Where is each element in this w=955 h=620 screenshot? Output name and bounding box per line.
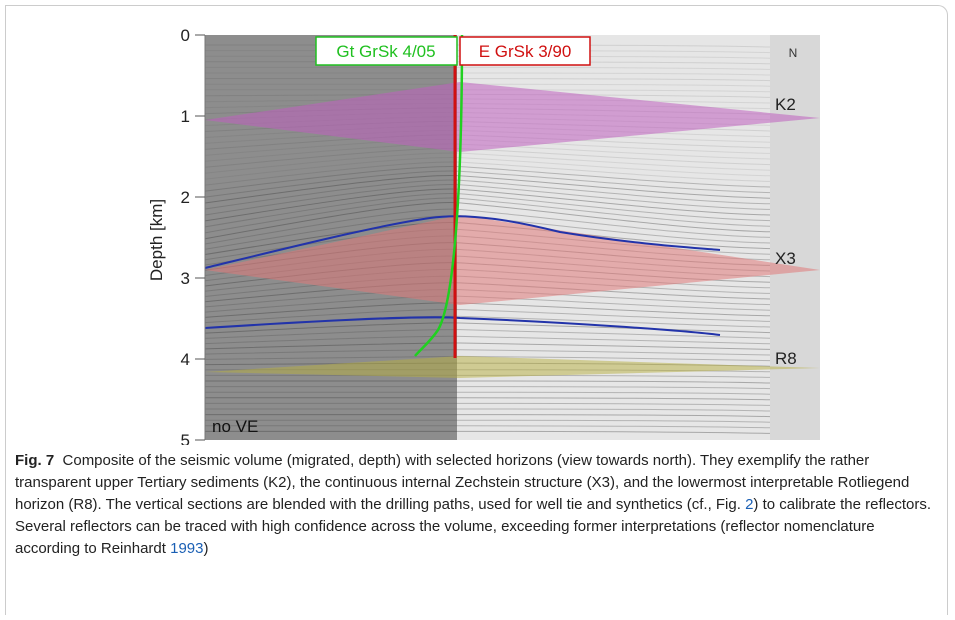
y-tick-label: 0 (181, 26, 190, 45)
y-tick-label: 5 (181, 431, 190, 445)
caption-text: ) (203, 540, 208, 557)
y-axis-label: Depth [km] (147, 199, 166, 281)
y-tick-label: 1 (181, 107, 190, 126)
horizon-label: K2 (775, 95, 796, 114)
horizon-label: X3 (775, 249, 796, 268)
horizon-label: R8 (775, 349, 797, 368)
well-label: E GrSk 3/90 (479, 42, 572, 61)
figure: Gt GrSk 4/05 E GrSk 3/90 N K2 X3 R8 no V… (0, 0, 955, 445)
y-tick-label: 4 (181, 350, 190, 369)
caption: Fig. 7 Composite of the seismic volume (… (15, 450, 940, 560)
y-tick-label: 3 (181, 269, 190, 288)
north-arrow: N (789, 46, 798, 60)
y-tick-label: 2 (181, 188, 190, 207)
reference-link[interactable]: 1993 (170, 540, 203, 557)
well-label: Gt GrSk 4/05 (336, 42, 435, 61)
note: no VE (212, 417, 258, 436)
caption-label: Fig. 7 (15, 452, 54, 469)
y-ticks: 0 1 2 3 4 5 (181, 26, 205, 445)
